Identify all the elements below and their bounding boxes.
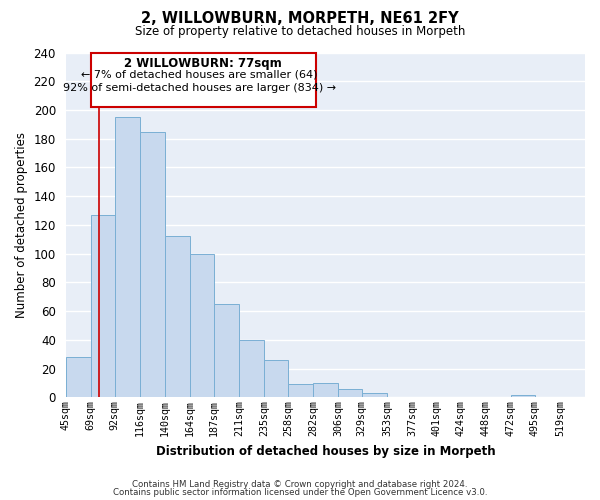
Text: 2 WILLOWBURN: 77sqm: 2 WILLOWBURN: 77sqm: [124, 57, 282, 70]
Bar: [115, 117, 140, 398]
Text: Size of property relative to detached houses in Morpeth: Size of property relative to detached ho…: [135, 25, 465, 38]
Bar: [165, 236, 190, 398]
Bar: [91, 215, 115, 398]
Bar: [362, 393, 387, 398]
Bar: [214, 304, 239, 398]
Bar: [239, 340, 264, 398]
Text: 92% of semi-detached houses are larger (834) →: 92% of semi-detached houses are larger (…: [62, 82, 336, 92]
FancyBboxPatch shape: [91, 52, 316, 107]
X-axis label: Distribution of detached houses by size in Morpeth: Distribution of detached houses by size …: [155, 444, 495, 458]
Text: ← 7% of detached houses are smaller (64): ← 7% of detached houses are smaller (64): [81, 70, 317, 80]
Bar: [313, 383, 338, 398]
Bar: [190, 254, 214, 398]
Bar: [288, 384, 313, 398]
Bar: [264, 360, 288, 398]
Text: Contains HM Land Registry data © Crown copyright and database right 2024.: Contains HM Land Registry data © Crown c…: [132, 480, 468, 489]
Y-axis label: Number of detached properties: Number of detached properties: [15, 132, 28, 318]
Text: 2, WILLOWBURN, MORPETH, NE61 2FY: 2, WILLOWBURN, MORPETH, NE61 2FY: [141, 11, 459, 26]
Bar: [140, 132, 165, 398]
Bar: [511, 394, 535, 398]
Bar: [338, 389, 362, 398]
Bar: [65, 357, 91, 398]
Text: Contains public sector information licensed under the Open Government Licence v3: Contains public sector information licen…: [113, 488, 487, 497]
